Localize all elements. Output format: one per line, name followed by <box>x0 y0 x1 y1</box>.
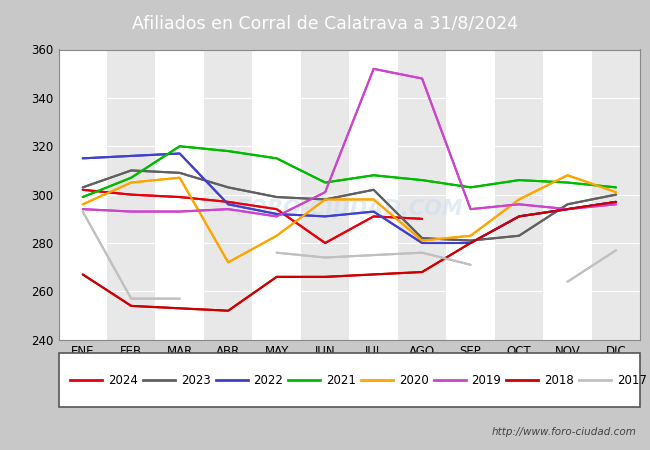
Bar <box>252 50 301 340</box>
Bar <box>592 50 640 340</box>
Bar <box>301 50 350 340</box>
Bar <box>349 50 398 340</box>
Text: 2022: 2022 <box>254 374 283 387</box>
Bar <box>543 50 592 340</box>
Text: 2019: 2019 <box>471 374 501 387</box>
Bar <box>204 50 252 340</box>
FancyBboxPatch shape <box>58 353 640 407</box>
Bar <box>155 50 204 340</box>
Bar <box>495 50 543 340</box>
Text: Afiliados en Corral de Calatrava a 31/8/2024: Afiliados en Corral de Calatrava a 31/8/… <box>132 14 518 33</box>
Text: 2018: 2018 <box>544 374 574 387</box>
Text: 2024: 2024 <box>108 374 138 387</box>
Bar <box>58 50 107 340</box>
Text: http://www.foro-ciudad.com: http://www.foro-ciudad.com <box>492 427 637 437</box>
Text: 2020: 2020 <box>399 374 428 387</box>
Bar <box>107 50 155 340</box>
Text: 2017: 2017 <box>617 374 647 387</box>
Bar <box>398 50 447 340</box>
Bar <box>447 50 495 340</box>
Text: FORO-CIUDAD.COM: FORO-CIUDAD.COM <box>235 199 463 219</box>
Text: 2021: 2021 <box>326 374 356 387</box>
Text: 2023: 2023 <box>181 374 211 387</box>
